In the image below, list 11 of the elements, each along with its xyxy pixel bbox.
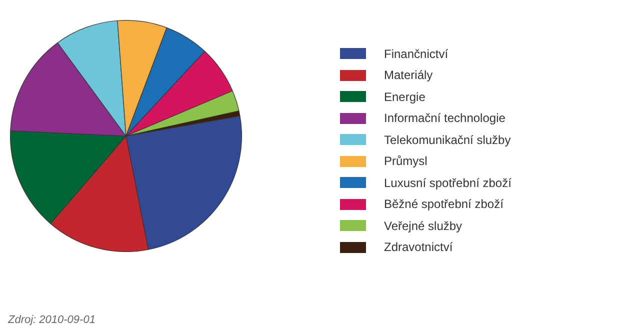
legend-label: Informační technologie: [384, 111, 506, 126]
legend-label: Luxusní spotřební zboží: [384, 176, 512, 190]
legend-label: Telekomunikační služby: [384, 132, 511, 147]
legend-label: Materiály: [384, 68, 433, 82]
legend-label: Finančnictví: [384, 46, 448, 61]
legend-label: Průmysl: [384, 154, 428, 168]
text: Zdroj: 2010-09-01: [8, 314, 96, 326]
legend-label: Energie: [384, 90, 426, 104]
legend-label: Zdravotnictví: [384, 240, 453, 254]
legend-label: Běžné spotřební zboží: [384, 197, 504, 212]
legend-label: Veřejné služby: [384, 218, 462, 233]
